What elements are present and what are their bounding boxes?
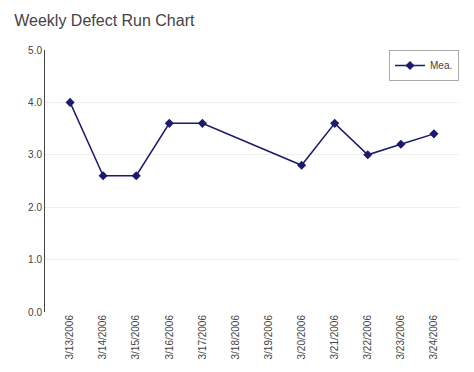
svg-text:3/20/2006: 3/20/2006 — [296, 315, 307, 360]
svg-text:3/16/2006: 3/16/2006 — [164, 315, 175, 360]
svg-text:3/14/2006: 3/14/2006 — [97, 315, 108, 360]
svg-text:Weekly Defect Run Chart: Weekly Defect Run Chart — [14, 12, 195, 29]
svg-text:4.0: 4.0 — [28, 97, 42, 108]
svg-text:1.0: 1.0 — [28, 254, 42, 265]
svg-text:3/24/2006: 3/24/2006 — [428, 315, 439, 360]
svg-text:3/17/2006: 3/17/2006 — [197, 315, 208, 360]
svg-text:3/23/2006: 3/23/2006 — [395, 315, 406, 360]
svg-text:3/19/2006: 3/19/2006 — [263, 315, 274, 360]
svg-text:5.0: 5.0 — [28, 45, 42, 56]
svg-text:3/15/2006: 3/15/2006 — [130, 315, 141, 360]
svg-text:0.0: 0.0 — [28, 307, 42, 318]
svg-text:3/22/2006: 3/22/2006 — [362, 315, 373, 360]
svg-text:Mea.: Mea. — [430, 60, 452, 71]
svg-text:3/13/2006: 3/13/2006 — [64, 315, 75, 360]
svg-text:3/18/2006: 3/18/2006 — [230, 315, 241, 360]
svg-text:3.0: 3.0 — [28, 149, 42, 160]
svg-text:3/21/2006: 3/21/2006 — [329, 315, 340, 360]
svg-text:2.0: 2.0 — [28, 202, 42, 213]
